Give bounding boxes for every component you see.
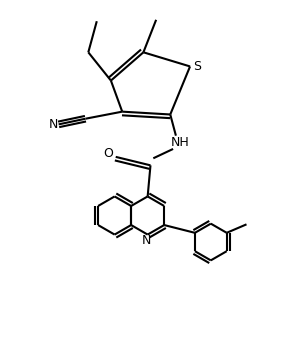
- Text: S: S: [193, 60, 201, 73]
- Text: O: O: [103, 147, 113, 160]
- Text: N: N: [141, 234, 151, 247]
- Text: N: N: [48, 118, 58, 131]
- Text: NH: NH: [171, 136, 189, 149]
